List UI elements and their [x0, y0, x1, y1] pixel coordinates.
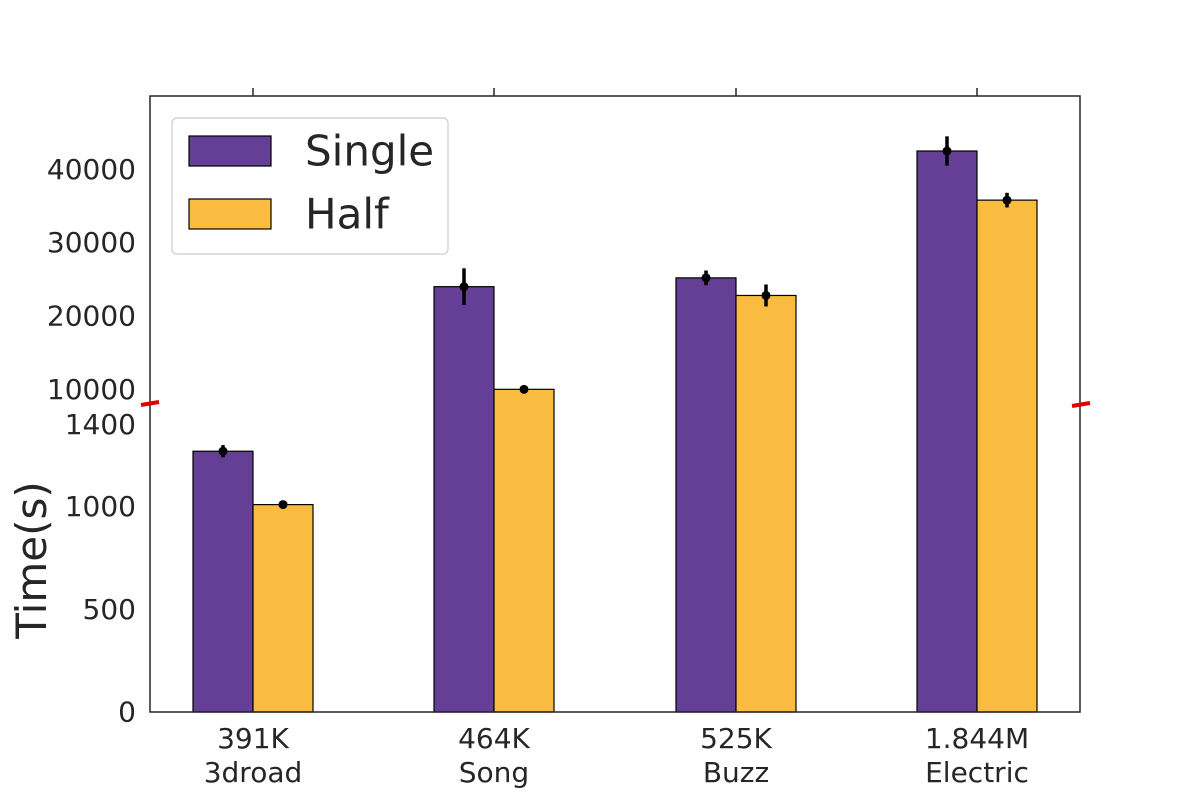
axis-break-marker-left [140, 400, 160, 407]
legend-swatch-half [188, 198, 272, 230]
x-tick-label-name: 3droad [204, 756, 303, 789]
axis-break-marker-right [1071, 401, 1091, 408]
bar-half-buzz [735, 294, 797, 713]
legend: Single Half [171, 117, 449, 255]
legend-label-single: Single [305, 127, 434, 176]
bars-layer [192, 150, 1038, 713]
axis-break-markers [140, 400, 1091, 408]
bar-single-song [433, 286, 495, 713]
error-point-single-buzz [701, 273, 711, 283]
legend-swatch-single [188, 135, 272, 167]
error-point-single-electric [942, 146, 952, 156]
bar-single-electric [916, 150, 978, 713]
bar-half-song [493, 388, 555, 713]
x-tick-label-size: 525K [700, 722, 772, 755]
y-axis-title: Time(s) [7, 481, 56, 639]
ticks-layer [252, 88, 978, 96]
error-bars-layer [218, 136, 1012, 510]
error-point-single-3droad [218, 446, 228, 456]
x-tick-label-name: Electric [925, 756, 1029, 789]
y-tick-label: 40000 [47, 153, 136, 186]
error-point-half-electric [1002, 195, 1012, 205]
bar-half-electric [976, 199, 1038, 713]
y-tick-label: 1400 [65, 408, 136, 441]
error-point-half-buzz [761, 290, 771, 300]
x-tick-label-name: Song [459, 756, 529, 789]
x-tick-label-size: 464K [458, 722, 530, 755]
bar-single-buzz [675, 277, 737, 713]
error-point-half-song [519, 384, 529, 394]
bar-single-3droad [192, 450, 254, 713]
error-point-single-song [459, 282, 469, 292]
x-tick-label-size: 1.844M [925, 722, 1029, 755]
bar-half-3droad [252, 504, 314, 713]
error-point-half-3droad [278, 500, 288, 510]
legend-label-half: Half [305, 190, 390, 239]
y-tick-label: 20000 [47, 300, 136, 333]
x-tick-label-size: 391K [217, 722, 289, 755]
y-tick-label: 0 [118, 696, 136, 729]
y-tick-label: 1000 [65, 490, 136, 523]
y-tick-label: 10000 [47, 373, 136, 406]
y-tick-label: 500 [83, 593, 136, 626]
x-tick-label-name: Buzz [703, 756, 769, 789]
y-tick-label: 30000 [47, 226, 136, 259]
